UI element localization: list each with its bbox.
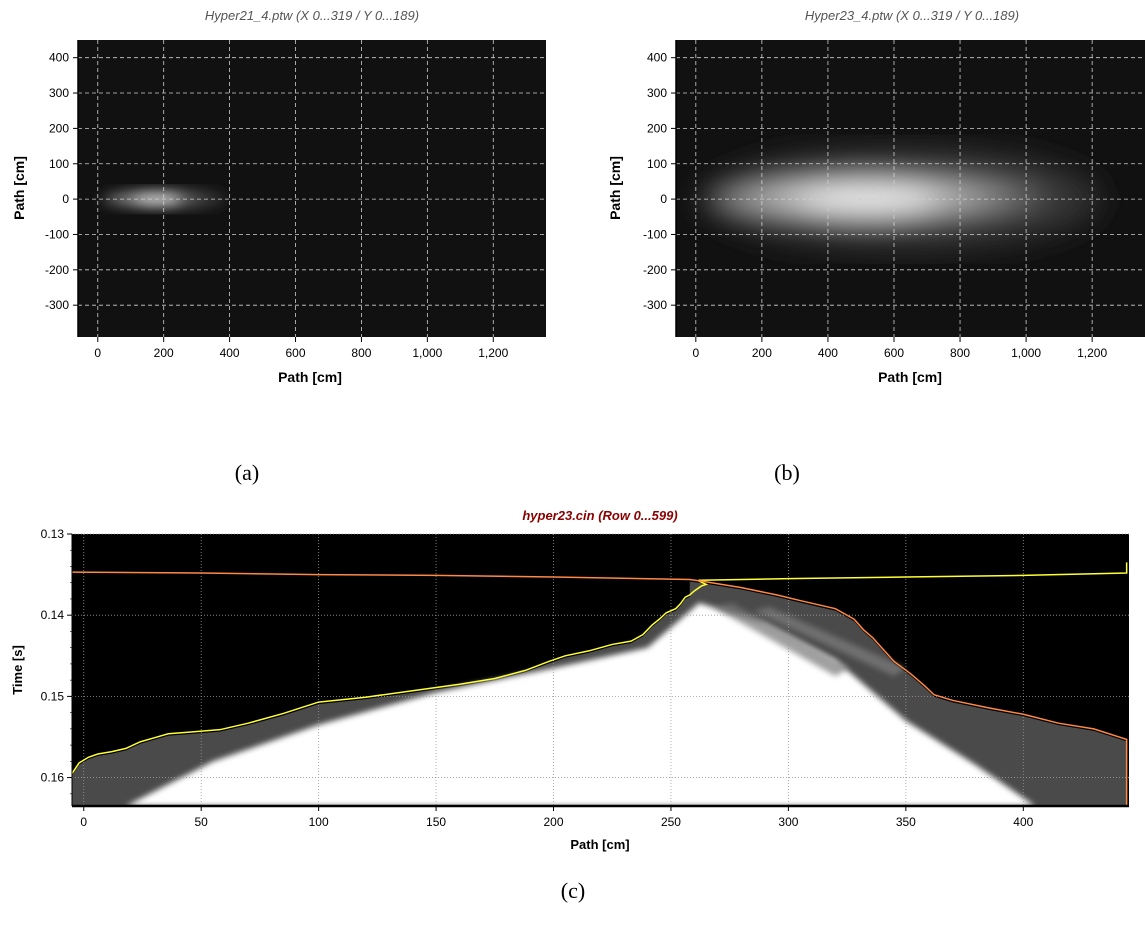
y-tick-label-b: 300: [647, 86, 667, 100]
panel-c: hyper23.cin (Row 0...599) 0 50 100 150 200 25…: [10, 508, 1129, 903]
x-tick-label-b: 800: [950, 346, 970, 360]
panel-b-caption: (b): [774, 460, 800, 485]
y-tick-label-b: 400: [647, 51, 667, 65]
series-line-0: [72, 562, 1128, 774]
x-tick-label-c: 250: [661, 815, 681, 829]
panel-a-xlabel: Path [cm]: [278, 369, 342, 385]
panel-a-grid: [78, 40, 546, 337]
y-tick-label-c: 0.13: [41, 527, 65, 541]
panel-b: Hyper23_4.ptw (X 0...319 / Y 0...189) 0 2…: [607, 8, 1145, 485]
y-tick-label-b: -100: [643, 227, 667, 241]
y-tick-label-c: 0.15: [41, 689, 65, 703]
intensity-streak-2: [753, 607, 906, 677]
x-tick-label-a: 1,000: [412, 346, 442, 360]
x-tick-label-c: 350: [896, 815, 916, 829]
y-tick-label-a: 200: [49, 121, 69, 135]
panel-a-caption: (a): [235, 460, 259, 485]
panel-a-title: Hyper21_4.ptw (X 0...319 / Y 0...189): [205, 8, 419, 23]
x-tick-label-c: 150: [426, 815, 446, 829]
y-tick-label-a: -100: [45, 227, 69, 241]
x-tick-label-a: 800: [351, 346, 371, 360]
y-tick-label-c: 0.16: [41, 771, 65, 785]
y-tick-label-a: -300: [45, 298, 69, 312]
panel-b-ticks: 0 200 400 600 800 1,000 1,200 400 300 200 100 0 -100…: [643, 51, 1108, 360]
y-tick-label-a: -200: [45, 263, 69, 277]
panel-c-ticks: 0 50 100 150 200 250 300 350 400 0.13 0.14 0.15 0.16: [41, 527, 1034, 829]
y-tick-label-a: 300: [49, 86, 69, 100]
panel-b-grid: [676, 40, 1145, 337]
x-tick-label-b: 1,200: [1077, 346, 1107, 360]
panel-c-ylabel: Time [s]: [10, 645, 25, 695]
panel-b-title: Hyper23_4.ptw (X 0...319 / Y 0...189): [805, 8, 1019, 23]
x-tick-label-c: 100: [309, 815, 329, 829]
y-tick-label-b: 100: [647, 157, 667, 171]
x-tick-label-b: 1,000: [1011, 346, 1041, 360]
x-tick-label-a: 400: [220, 346, 240, 360]
x-tick-label-c: 200: [544, 815, 564, 829]
x-tick-label-a: 0: [94, 346, 101, 360]
x-tick-label-b: 200: [752, 346, 772, 360]
x-tick-label-c: 0: [80, 815, 87, 829]
x-tick-label-c: 300: [778, 815, 798, 829]
y-tick-label-b: 0: [660, 192, 667, 206]
y-tick-label-b: -200: [643, 263, 667, 277]
panel-a-ticks: 0 200 400 600 800 1,000 1,200 400 300 200 100 0 -100…: [45, 51, 509, 360]
panel-c-title: hyper23.cin (Row 0...599): [522, 508, 677, 523]
y-tick-label-a: 0: [62, 192, 69, 206]
series-line-1: [72, 571, 1128, 806]
x-tick-label-b: 400: [818, 346, 838, 360]
x-tick-label-a: 1,200: [478, 346, 508, 360]
panel-a: Hyper21_4.ptw (X 0...319 / Y 0...189) 0 2…: [11, 8, 546, 485]
x-tick-label-a: 200: [154, 346, 174, 360]
x-tick-label-c: 400: [1013, 815, 1033, 829]
panel-c-caption: (c): [561, 878, 585, 903]
panel-c-series: [72, 562, 1128, 806]
x-tick-label-b: 600: [884, 346, 904, 360]
y-tick-label-c: 0.14: [41, 608, 65, 622]
y-tick-label-a: 400: [49, 51, 69, 65]
x-tick-label-c: 50: [195, 815, 209, 829]
y-tick-label-b: 200: [647, 121, 667, 135]
panel-c-xlabel: Path [cm]: [570, 837, 629, 852]
panel-c-intensity: [72, 581, 1127, 806]
y-tick-label-b: -300: [643, 298, 667, 312]
intensity-streak-1: [713, 603, 850, 677]
y-tick-label-a: 100: [49, 157, 69, 171]
x-tick-label-a: 600: [286, 346, 306, 360]
panel-b-ylabel: Path [cm]: [607, 156, 623, 220]
panel-b-xlabel: Path [cm]: [878, 369, 942, 385]
panel-a-ylabel: Path [cm]: [11, 156, 27, 220]
x-tick-label-b: 0: [692, 346, 699, 360]
